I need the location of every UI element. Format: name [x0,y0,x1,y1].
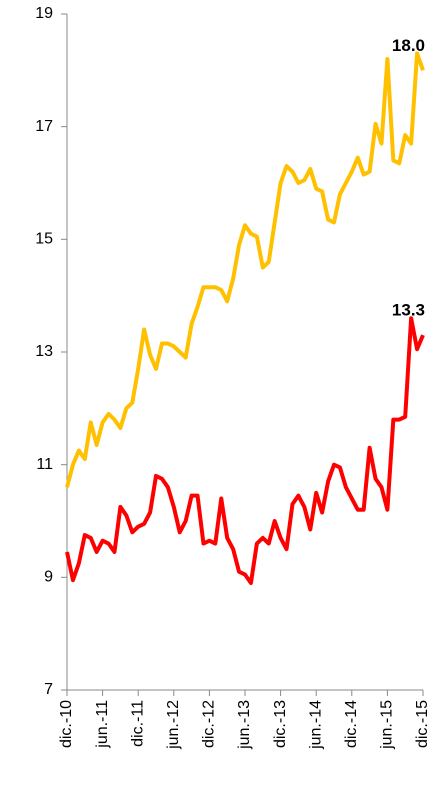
x-tick-label: jun.-11 [94,700,111,749]
x-tick-label: jun.-12 [165,700,182,750]
y-tick-label: 15 [35,231,53,248]
y-tick-label: 19 [35,5,53,22]
x-tick-label: dic.-14 [343,700,360,748]
series-line [65,316,425,585]
data-label: 13.3 [392,301,425,320]
x-tick-label: jun.-15 [379,700,396,750]
y-tick-label: 17 [35,118,53,135]
series-line [65,51,425,488]
data-label: 18.0 [392,36,425,55]
x-tick-label: dic.-10 [58,700,75,748]
y-tick-label: 11 [36,456,53,473]
y-tick-label: 9 [44,569,53,586]
x-tick-label: jun.-13 [236,700,253,750]
x-tick-label: jun.-14 [307,700,324,750]
x-tick-label: dic.-12 [201,700,218,748]
y-tick-label: 7 [44,681,53,698]
y-tick-label: 13 [35,343,53,360]
x-tick-label: dic.-11 [129,700,146,747]
x-tick-label: dic.-15 [414,700,431,748]
x-tick-label: dic.-13 [272,700,289,748]
